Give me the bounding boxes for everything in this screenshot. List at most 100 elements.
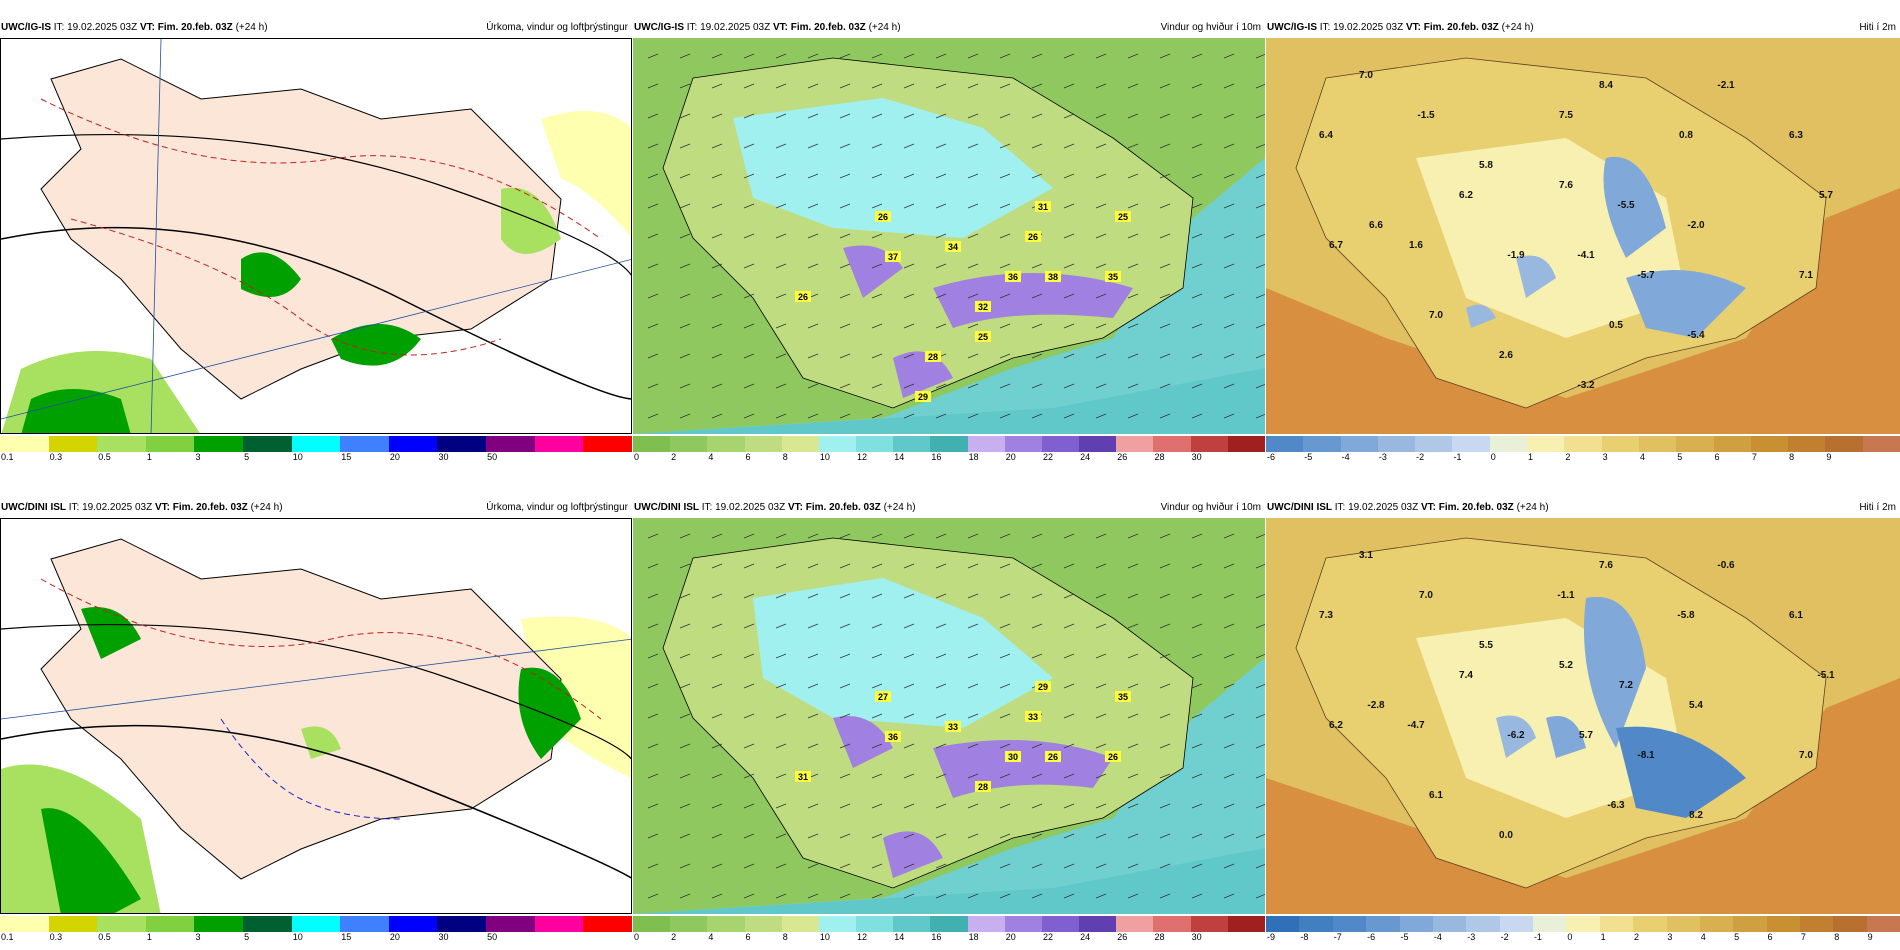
- colorbar-tick-label: 4: [708, 932, 714, 942]
- gust-label: 27: [878, 692, 888, 702]
- wind-arrow: [999, 833, 1011, 839]
- colorbar-swatch: [1366, 916, 1400, 932]
- wind-arrow: [1063, 803, 1075, 809]
- wind-arrow: [935, 623, 947, 629]
- colorbar-tick-label: -5: [1400, 932, 1409, 942]
- gust-label: 30: [1008, 752, 1018, 762]
- wind-arrow: [1223, 293, 1235, 299]
- wind-arrow: [679, 623, 691, 629]
- wind-arrow: [1159, 293, 1171, 299]
- wind-arrow: [679, 263, 691, 269]
- wind-arrow: [1159, 773, 1171, 779]
- wind-arrow: [1223, 323, 1235, 329]
- wind-arrow: [935, 143, 947, 149]
- colorbar-swatch: [0, 916, 49, 932]
- wind-arrow: [1255, 294, 1265, 299]
- temp-label: -5.7: [1637, 270, 1655, 281]
- gust-label: 26: [1028, 232, 1038, 242]
- wind-arrow: [999, 653, 1011, 659]
- wind-arrow: [1223, 173, 1235, 179]
- wind-arrow: [775, 113, 787, 119]
- wind-arrow: [647, 833, 659, 839]
- colorbar-swatch: [781, 916, 819, 932]
- temp-label: 5.2: [1559, 660, 1573, 671]
- wind-arrow: [647, 203, 659, 209]
- wind-arrow: [1127, 623, 1139, 629]
- wind-arrow: [839, 113, 851, 119]
- wind-arrow: [935, 533, 947, 539]
- colorbar-tick-label: 2: [1565, 452, 1571, 462]
- wind-arrow: [903, 623, 915, 629]
- gust-label: 36: [888, 732, 898, 742]
- colorbar-swatch: [1713, 436, 1751, 452]
- wind-arrow: [1031, 383, 1043, 389]
- wind-arrow: [1095, 413, 1107, 419]
- colorbar-swatch: [1601, 436, 1639, 452]
- wind-arrow: [999, 83, 1011, 89]
- gust-label: 29: [918, 392, 928, 402]
- wind-arrow: [935, 683, 947, 689]
- panel-title: Hiti í 2m: [1859, 502, 1896, 513]
- temp-colorbar-ticks: -6 -5 -4 -3 -2 -1 0 1 2 3 4 5 6 7 8 9: [1266, 452, 1900, 464]
- wind-arrow: [743, 53, 755, 59]
- wind-arrow: [871, 803, 883, 809]
- colorbar-tick-label: -3: [1467, 932, 1476, 942]
- wind-arrow: [807, 743, 819, 749]
- wind-arrow: [1223, 53, 1235, 59]
- colorbar-swatch: [1633, 916, 1667, 932]
- colorbar-tick-label: -1: [1533, 932, 1542, 942]
- wind-arrow: [1255, 684, 1265, 689]
- wind-arrow: [647, 653, 659, 659]
- colorbar-swatch: [1432, 916, 1467, 932]
- wind-arrow: [839, 533, 851, 539]
- wind-arrow: [775, 893, 787, 899]
- wind-arrow: [679, 893, 691, 899]
- wind-arrow: [775, 653, 787, 659]
- wind-colorbar: [633, 916, 1265, 932]
- wind-arrow: [1191, 143, 1203, 149]
- wind-arrow: [935, 383, 947, 389]
- wind-arrow: [1063, 683, 1075, 689]
- wind-arrow: [1159, 653, 1171, 659]
- temp-label: 6.3: [1789, 130, 1803, 141]
- wind-arrow: [647, 533, 659, 539]
- wind-arrow: [1191, 803, 1203, 809]
- colorbar-swatch: [0, 436, 49, 452]
- colorbar-tick-label: -3: [1378, 452, 1387, 462]
- colorbar-swatch: [534, 436, 584, 452]
- wind-arrow: [743, 83, 755, 89]
- gust-label-box: [945, 241, 961, 252]
- wind-arrow: [935, 863, 947, 869]
- wind-arrow: [1095, 593, 1107, 599]
- wind-arrow: [1063, 353, 1075, 359]
- colorbar-swatch: [1699, 916, 1734, 932]
- temp-label: -1.9: [1507, 250, 1525, 261]
- wind-arrow: [903, 233, 915, 239]
- colorbar-swatch: [340, 436, 389, 452]
- wind-arrow: [999, 773, 1011, 779]
- wind-arrow: [1255, 804, 1265, 809]
- wind-arrow: [679, 143, 691, 149]
- gust-label-box: [1025, 231, 1041, 242]
- wind-arrow: [999, 623, 1011, 629]
- wind-arrow: [743, 743, 755, 749]
- colorbar-tick-label: -2: [1500, 932, 1509, 942]
- wind-arrow: [999, 353, 1011, 359]
- colorbar-swatch: [486, 916, 535, 932]
- gust-label-box: [925, 351, 941, 362]
- temp-label: 7.0: [1799, 750, 1813, 761]
- temp-label: 7.6: [1559, 180, 1573, 191]
- gust-label: 32: [978, 302, 988, 312]
- wind-arrow: [1191, 893, 1203, 899]
- temp-label: 5.7: [1819, 190, 1833, 201]
- wind-arrow: [1191, 263, 1203, 269]
- wind-arrow: [743, 413, 755, 419]
- wind-arrow: [1031, 323, 1043, 329]
- wind-arrow: [647, 113, 659, 119]
- wind-arrow: [935, 203, 947, 209]
- wind-arrow: [1095, 383, 1107, 389]
- wind-arrow: [807, 803, 819, 809]
- wind-arrow: [1191, 563, 1203, 569]
- wind-arrow: [967, 83, 979, 89]
- wind-arrow: [1095, 143, 1107, 149]
